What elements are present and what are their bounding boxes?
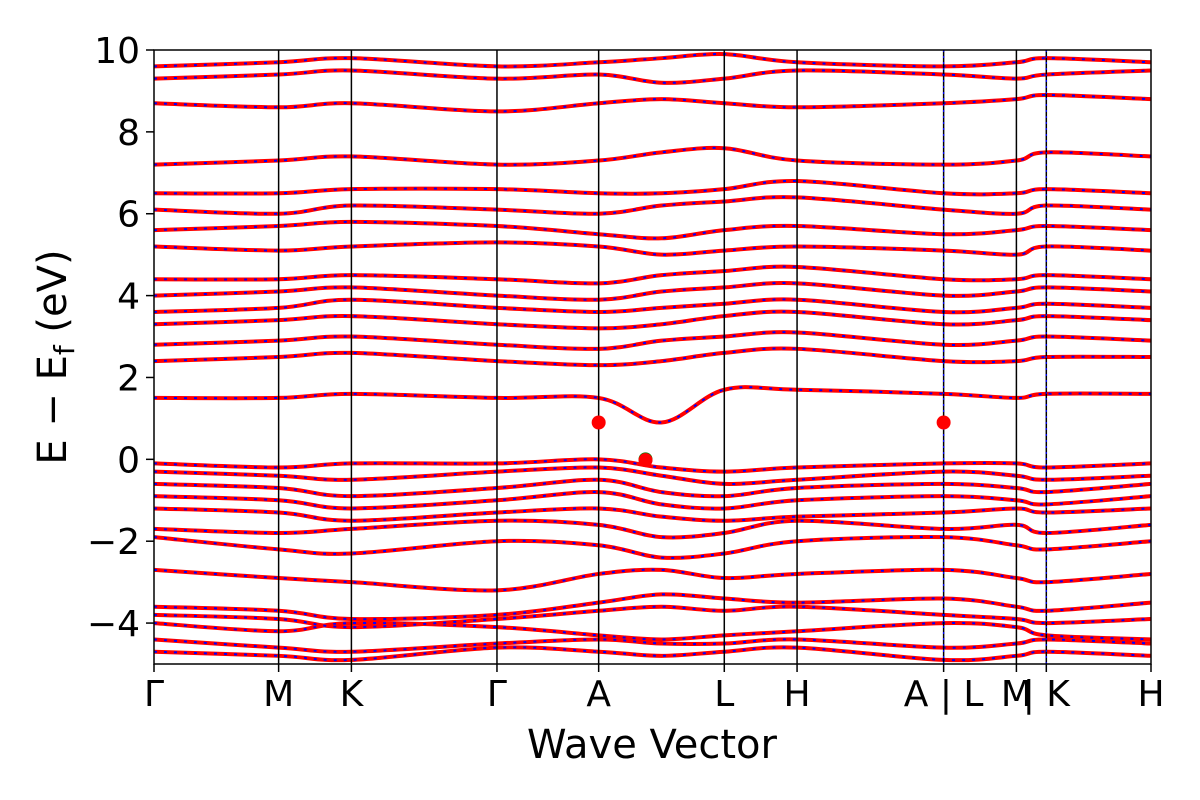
x-tick-label: L bbox=[714, 674, 734, 715]
x-tick-label: H bbox=[1137, 674, 1164, 715]
band-5-spin-up bbox=[154, 567, 1151, 593]
y-tick-label: 4 bbox=[117, 277, 140, 318]
y-axis-title-unit: (eV) bbox=[30, 249, 76, 345]
band-13-spin-up bbox=[154, 385, 1151, 425]
band-10-spin-up bbox=[154, 477, 1151, 499]
x-tick-label: M bbox=[1001, 674, 1032, 715]
x-axis-title: Wave Vector bbox=[527, 722, 778, 768]
band-7-spin-up bbox=[154, 518, 1151, 540]
band-22-spin-up bbox=[154, 195, 1151, 216]
band-11-spin-up bbox=[154, 465, 1151, 486]
y-tick-label: 10 bbox=[94, 31, 140, 72]
band-26-spin-down bbox=[154, 69, 1151, 84]
marker-cbm-1 bbox=[936, 415, 951, 430]
band-25-spin-up bbox=[154, 93, 1151, 114]
plot-frame bbox=[153, 49, 1152, 665]
y-axis-ticks: −4 −2 0 2 4 6 8 10 bbox=[87, 31, 154, 645]
extrema-markers bbox=[591, 415, 951, 468]
y-tick-label: −4 bbox=[87, 604, 140, 645]
band-13-spin-down bbox=[154, 386, 1151, 424]
band-14-spin-up bbox=[154, 346, 1151, 368]
y-axis-title-subscript: f bbox=[48, 344, 81, 355]
band-9-spin-down bbox=[154, 491, 1151, 510]
band-23-spin-up bbox=[154, 178, 1151, 197]
band-16-spin-up bbox=[154, 309, 1151, 331]
y-axis-title: E − Ef (eV) bbox=[30, 249, 81, 464]
band-7-spin-down bbox=[154, 519, 1151, 539]
band-27-spin-up bbox=[154, 52, 1151, 69]
x-tick-label: K bbox=[340, 674, 365, 715]
band-5-spin-down bbox=[154, 568, 1151, 592]
band-17-spin-up bbox=[154, 297, 1151, 315]
y-tick-label: −2 bbox=[87, 522, 140, 563]
band-15-spin-up bbox=[154, 330, 1151, 351]
x-tick-label: Γ bbox=[144, 674, 164, 715]
band-19-spin-up bbox=[154, 264, 1151, 286]
marker-vbm-3 bbox=[638, 453, 653, 468]
y-tick-label: 6 bbox=[117, 195, 140, 236]
band-24-spin-down bbox=[154, 146, 1151, 166]
band-21-spin-up bbox=[154, 219, 1151, 241]
kpoint-lines bbox=[277, 50, 1048, 664]
band-2-spin-up bbox=[154, 620, 1151, 642]
x-tick-label: A | L bbox=[904, 674, 984, 715]
band-6-spin-up bbox=[154, 534, 1151, 560]
x-tick-label: | K bbox=[1023, 674, 1072, 715]
bands-layer bbox=[154, 52, 1151, 663]
x-tick-label: H bbox=[784, 674, 811, 715]
y-tick-label: 0 bbox=[117, 440, 140, 481]
y-axis-title-main: E − E bbox=[30, 355, 76, 465]
x-tick-label: Γ bbox=[487, 674, 507, 715]
y-tick-label: 2 bbox=[117, 358, 140, 399]
y-tick-label: 8 bbox=[117, 113, 140, 154]
marker-cbm-0 bbox=[591, 415, 606, 430]
x-tick-label: M bbox=[263, 674, 294, 715]
band-12-spin-up bbox=[154, 457, 1151, 474]
band-18-spin-up bbox=[154, 281, 1151, 302]
band-9-spin-up bbox=[154, 490, 1151, 511]
band-6-spin-down bbox=[154, 535, 1151, 559]
x-tick-label: A bbox=[586, 674, 611, 715]
band-20-spin-up bbox=[154, 240, 1151, 257]
band-10-spin-down bbox=[154, 478, 1151, 498]
band-26-spin-up bbox=[154, 68, 1151, 85]
